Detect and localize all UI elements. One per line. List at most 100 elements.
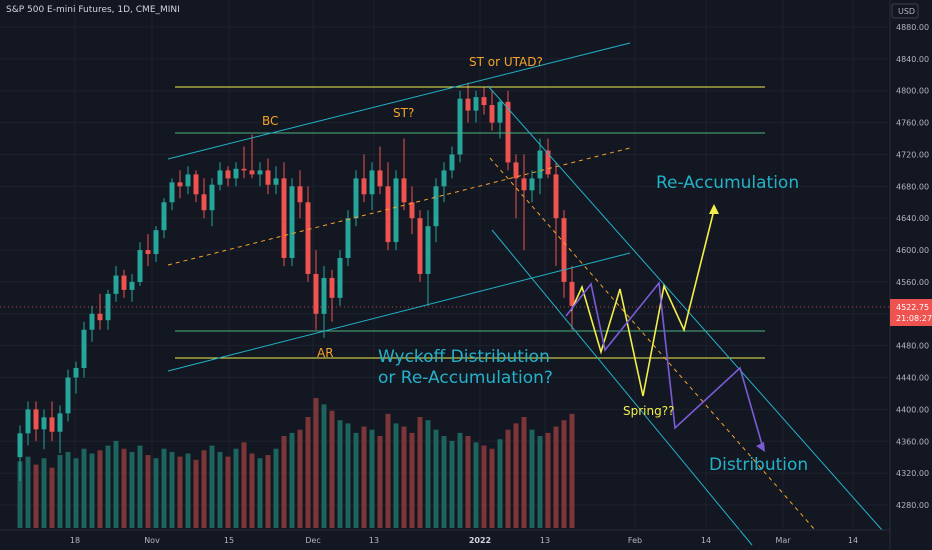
time-tick-label: 14 <box>701 536 711 545</box>
candle-body[interactable] <box>17 433 23 458</box>
candle-body[interactable] <box>281 178 287 259</box>
candle-body[interactable] <box>433 186 439 227</box>
candle-body[interactable] <box>505 101 511 163</box>
candle-body[interactable] <box>401 178 407 203</box>
candle-body[interactable] <box>337 258 343 298</box>
projection-purple[interactable] <box>565 281 764 449</box>
candle-body[interactable] <box>321 277 327 314</box>
rising-channel-upper[interactable] <box>167 42 631 160</box>
candle-body[interactable] <box>569 281 575 306</box>
candle-body[interactable] <box>561 218 567 282</box>
candle-body[interactable] <box>393 178 399 243</box>
candle-body[interactable] <box>65 377 71 414</box>
price-tick-label: 4440.00 <box>896 374 929 383</box>
candle-body[interactable] <box>137 250 143 282</box>
falling-channel-mid[interactable] <box>489 157 816 531</box>
candle-body[interactable] <box>193 174 199 195</box>
price-axis-bg[interactable] <box>890 0 932 550</box>
candle-body[interactable] <box>129 281 135 290</box>
candle-body[interactable] <box>265 170 271 185</box>
volume-bar <box>313 398 319 528</box>
volume-bar <box>129 451 135 528</box>
candle-body[interactable] <box>473 97 479 111</box>
candle-body[interactable] <box>481 97 487 106</box>
volume-bar <box>409 432 415 528</box>
volume-bar <box>217 451 223 528</box>
candle-body[interactable] <box>145 250 151 255</box>
volume-bar <box>305 417 311 528</box>
candle-body[interactable] <box>313 273 319 314</box>
currency-box[interactable] <box>891 3 919 19</box>
candle-body[interactable] <box>49 417 55 432</box>
falling-channel-lower[interactable] <box>491 229 753 546</box>
candle-body[interactable] <box>81 329 87 368</box>
candle-body[interactable] <box>369 170 375 195</box>
candle-body[interactable] <box>441 170 447 187</box>
candle-body[interactable] <box>497 101 503 123</box>
candle-body[interactable] <box>449 154 455 171</box>
candle-body[interactable] <box>41 417 47 430</box>
candle-body[interactable] <box>513 162 519 179</box>
candle-body[interactable] <box>417 218 423 274</box>
candle-body[interactable] <box>385 186 391 243</box>
candle-body[interactable] <box>457 98 463 155</box>
price-tick-label: 4280.00 <box>896 501 929 510</box>
candle-body[interactable] <box>177 182 183 187</box>
time-tick-label: Nov <box>144 536 160 545</box>
candle-body[interactable] <box>113 275 119 294</box>
candle-body[interactable] <box>257 170 263 175</box>
candle-body[interactable] <box>345 218 351 259</box>
candle-body[interactable] <box>241 168 247 171</box>
falling-channel-upper[interactable] <box>487 85 883 531</box>
candle-body[interactable] <box>529 178 535 191</box>
candle-body[interactable] <box>97 313 103 321</box>
volume-bar <box>177 456 183 528</box>
candle-body[interactable] <box>161 202 167 231</box>
candle-body[interactable] <box>273 178 279 185</box>
candle-body[interactable] <box>361 178 367 195</box>
candle-body[interactable] <box>489 105 495 123</box>
rising-channel-lower[interactable] <box>167 252 631 372</box>
candle-body[interactable] <box>353 178 359 219</box>
price-tick-label: 4760.00 <box>896 119 929 128</box>
candle-body[interactable] <box>57 413 63 432</box>
candle-body[interactable] <box>209 184 215 211</box>
candle-body[interactable] <box>521 178 527 191</box>
candle-body[interactable] <box>153 230 159 255</box>
candle-body[interactable] <box>217 170 223 185</box>
candle-body[interactable] <box>225 170 231 179</box>
candle-body[interactable] <box>169 182 175 203</box>
candle-body[interactable] <box>329 277 335 298</box>
candle-body[interactable] <box>297 186 303 203</box>
volume-bar <box>193 459 199 528</box>
candle-body[interactable] <box>537 150 543 179</box>
candle-body[interactable] <box>201 194 207 211</box>
candle-body[interactable] <box>545 150 551 175</box>
candle-body[interactable] <box>465 98 471 111</box>
candle-body[interactable] <box>289 186 295 259</box>
candle-body[interactable] <box>121 275 127 290</box>
candle-body[interactable] <box>25 409 31 434</box>
volume-bar <box>345 423 351 528</box>
candle-body[interactable] <box>73 367 79 378</box>
volume-bar <box>265 455 271 528</box>
projection-yellow[interactable] <box>570 209 715 397</box>
volume-bar <box>33 464 39 528</box>
candle-body[interactable] <box>425 226 431 274</box>
candle-body[interactable] <box>249 170 255 175</box>
candle-body[interactable] <box>89 313 95 330</box>
candle-body[interactable] <box>33 409 39 430</box>
candle-body[interactable] <box>409 202 415 219</box>
rising-channel-mid[interactable] <box>167 147 631 266</box>
volume-bar <box>169 451 175 528</box>
label-bc: BC <box>262 114 278 128</box>
volume-bar <box>329 410 335 528</box>
time-tick-label: 13 <box>369 536 379 545</box>
candle-body[interactable] <box>233 168 239 179</box>
candle-body[interactable] <box>305 202 311 274</box>
candle-body[interactable] <box>377 170 383 187</box>
candle-body[interactable] <box>553 174 559 219</box>
volume-bar <box>25 456 31 528</box>
candle-body[interactable] <box>185 174 191 187</box>
